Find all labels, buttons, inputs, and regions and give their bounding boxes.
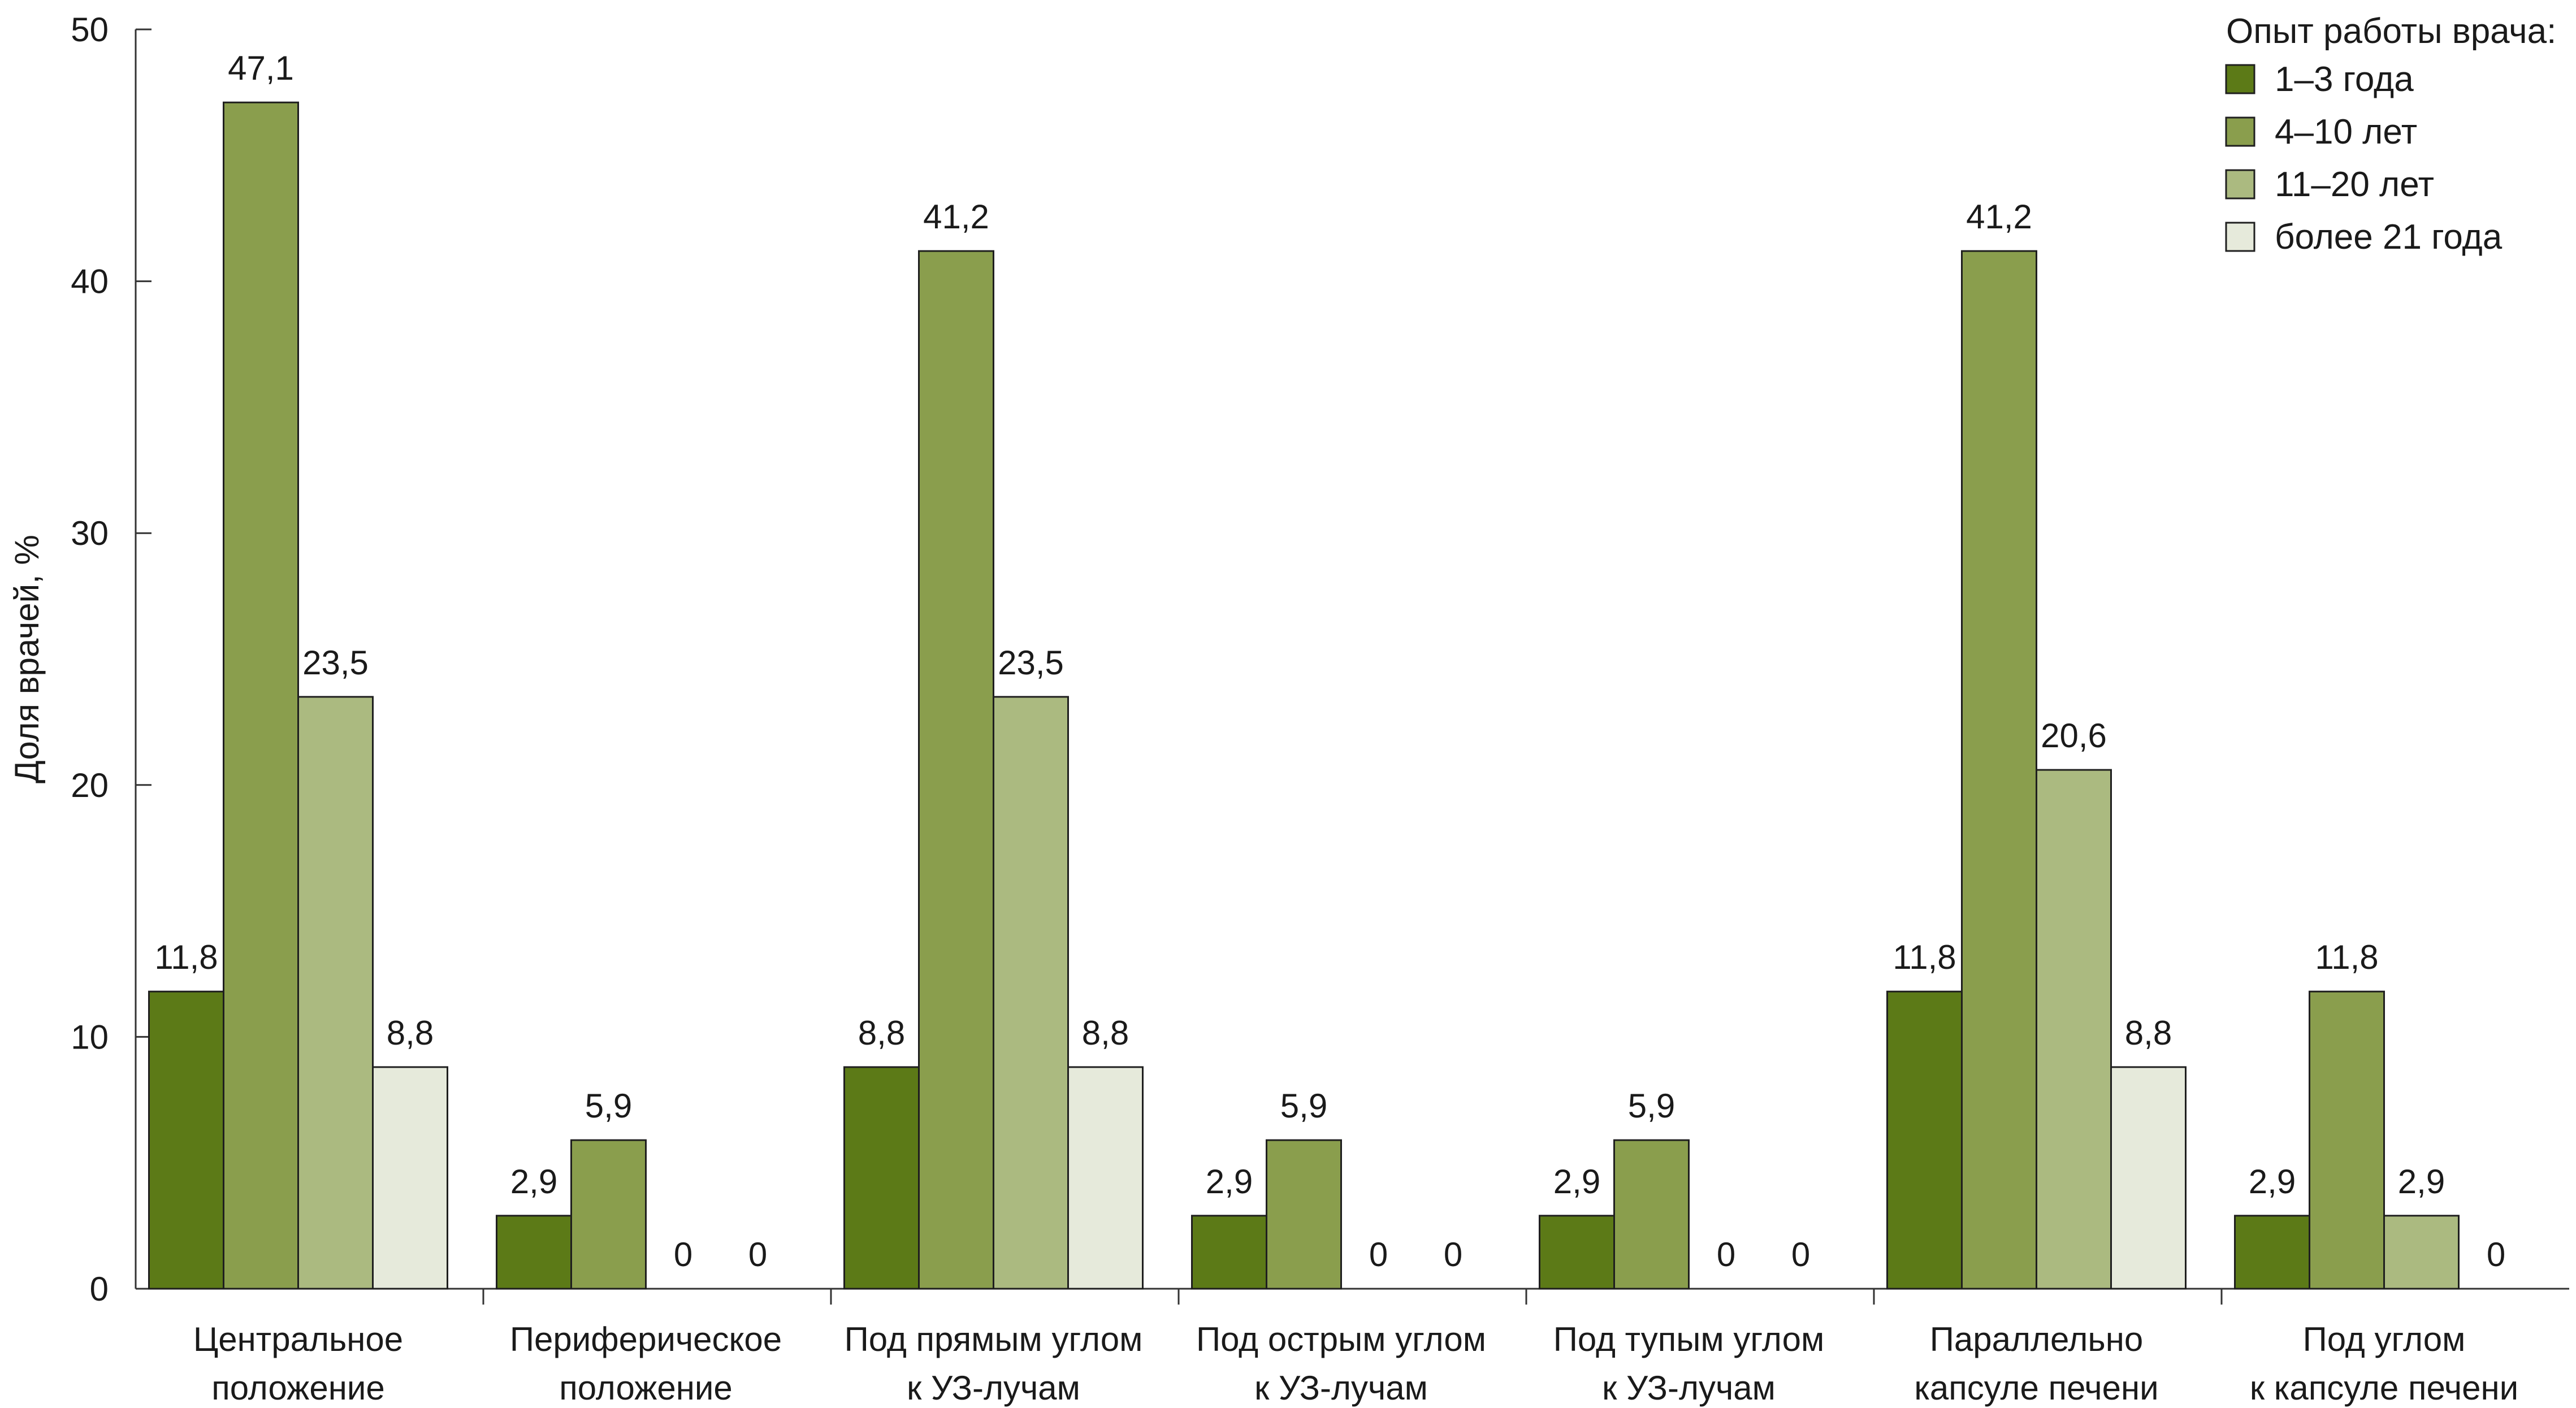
bar: [1266, 1139, 1342, 1290]
x-category-label: Под прямым углом: [845, 1320, 1143, 1358]
legend: Опыт работы врача: 1–3 года 4–10 лет 11–20 …: [2225, 12, 2556, 257]
value-label: 5,9: [585, 1087, 632, 1125]
y-tick-label: 30: [71, 514, 109, 552]
bar: [1539, 1215, 1615, 1290]
value-label: 0: [1444, 1236, 1462, 1273]
x-category-label: к УЗ-лучам: [907, 1369, 1080, 1407]
x-category-label: к УЗ-лучам: [1254, 1369, 1428, 1407]
bar: [570, 1139, 647, 1290]
y-tick-label: 10: [71, 1018, 109, 1056]
value-label: 0: [748, 1236, 767, 1273]
bar: [2383, 1215, 2460, 1290]
bar: [372, 1066, 448, 1290]
value-label: 23,5: [302, 644, 369, 682]
value-label: 11,8: [154, 938, 218, 976]
bar: [2110, 1066, 2187, 1290]
y-tick-label: 40: [71, 263, 109, 301]
legend-label: более 21 года: [2275, 218, 2503, 257]
labels-layer: 11,8 47,1 23,5 8,8 Центральное положение 2,9 5,…: [154, 49, 2518, 1407]
legend-swatch: [2225, 169, 2255, 200]
value-label: 2,9: [2249, 1163, 2296, 1201]
value-label: 8,8: [387, 1014, 434, 1052]
legend-swatch: [2225, 64, 2255, 94]
x-category-label: капсуле печени: [1914, 1369, 2158, 1407]
x-category-label: Под тупым углом: [1553, 1320, 1824, 1358]
value-label: 11,8: [1893, 938, 1956, 976]
value-label: 47,1: [228, 49, 294, 87]
value-label: 2,9: [1206, 1163, 1253, 1201]
value-label: 11,8: [2315, 938, 2378, 976]
bar: [2234, 1215, 2310, 1290]
value-label: 0: [1369, 1236, 1388, 1273]
y-tick-label: 0: [90, 1270, 109, 1308]
bar: [1613, 1139, 1690, 1290]
y-axis-title: Доля врачей, %: [8, 535, 46, 783]
value-label: 8,8: [858, 1014, 905, 1052]
value-label: 0: [1717, 1236, 1735, 1273]
legend-swatch: [2225, 222, 2255, 252]
bars-layer: [148, 101, 2460, 1290]
bar: [1067, 1066, 1144, 1290]
value-label: 0: [1791, 1236, 1810, 1273]
y-tick-label: 50: [71, 11, 109, 49]
bar: [1191, 1215, 1267, 1290]
value-label: 0: [2487, 1236, 2505, 1273]
bar: [496, 1215, 572, 1290]
legend-label: 11–20 лет: [2275, 165, 2434, 204]
value-label: 0: [674, 1236, 692, 1273]
x-category-label: к капсуле печени: [2250, 1369, 2518, 1407]
bar: [2036, 769, 2112, 1290]
legend-label: 1–3 года: [2275, 60, 2414, 99]
legend-label: 4–10 лет: [2275, 112, 2417, 151]
bar: [1886, 990, 1963, 1290]
value-label: 2,9: [510, 1163, 557, 1201]
value-label: 8,8: [1082, 1014, 1129, 1052]
bar: [2309, 990, 2385, 1290]
value-label: 23,5: [998, 644, 1064, 682]
value-label: 2,9: [1553, 1163, 1600, 1201]
x-category-label: положение: [211, 1369, 384, 1407]
bar: [223, 101, 299, 1290]
bar: [918, 250, 994, 1290]
value-label: 2,9: [2398, 1163, 2445, 1201]
bar: [1961, 250, 2037, 1290]
legend-title: Опыт работы врача:: [2226, 12, 2556, 51]
x-category-label: Под острым углом: [1196, 1320, 1486, 1358]
legend-swatch: [2225, 116, 2255, 147]
x-category-label: к УЗ-лучам: [1602, 1369, 1776, 1407]
bar: [148, 990, 224, 1290]
value-label: 41,2: [1966, 198, 2032, 236]
bar: [297, 696, 374, 1290]
value-label: 41,2: [923, 198, 989, 236]
x-category-label: Под углом: [2303, 1320, 2466, 1358]
value-label: 5,9: [1628, 1087, 1675, 1125]
x-category-label: Параллельно: [1930, 1320, 2143, 1358]
x-category-label: Периферическое: [510, 1320, 782, 1358]
bar: [843, 1066, 920, 1290]
value-label: 5,9: [1280, 1087, 1327, 1125]
bar: [993, 696, 1069, 1290]
x-category-label: Центральное: [193, 1320, 403, 1358]
value-label: 20,6: [2041, 717, 2107, 755]
y-tick-label: 20: [71, 766, 109, 804]
value-label: 8,8: [2125, 1014, 2172, 1052]
x-category-label: положение: [559, 1369, 732, 1407]
